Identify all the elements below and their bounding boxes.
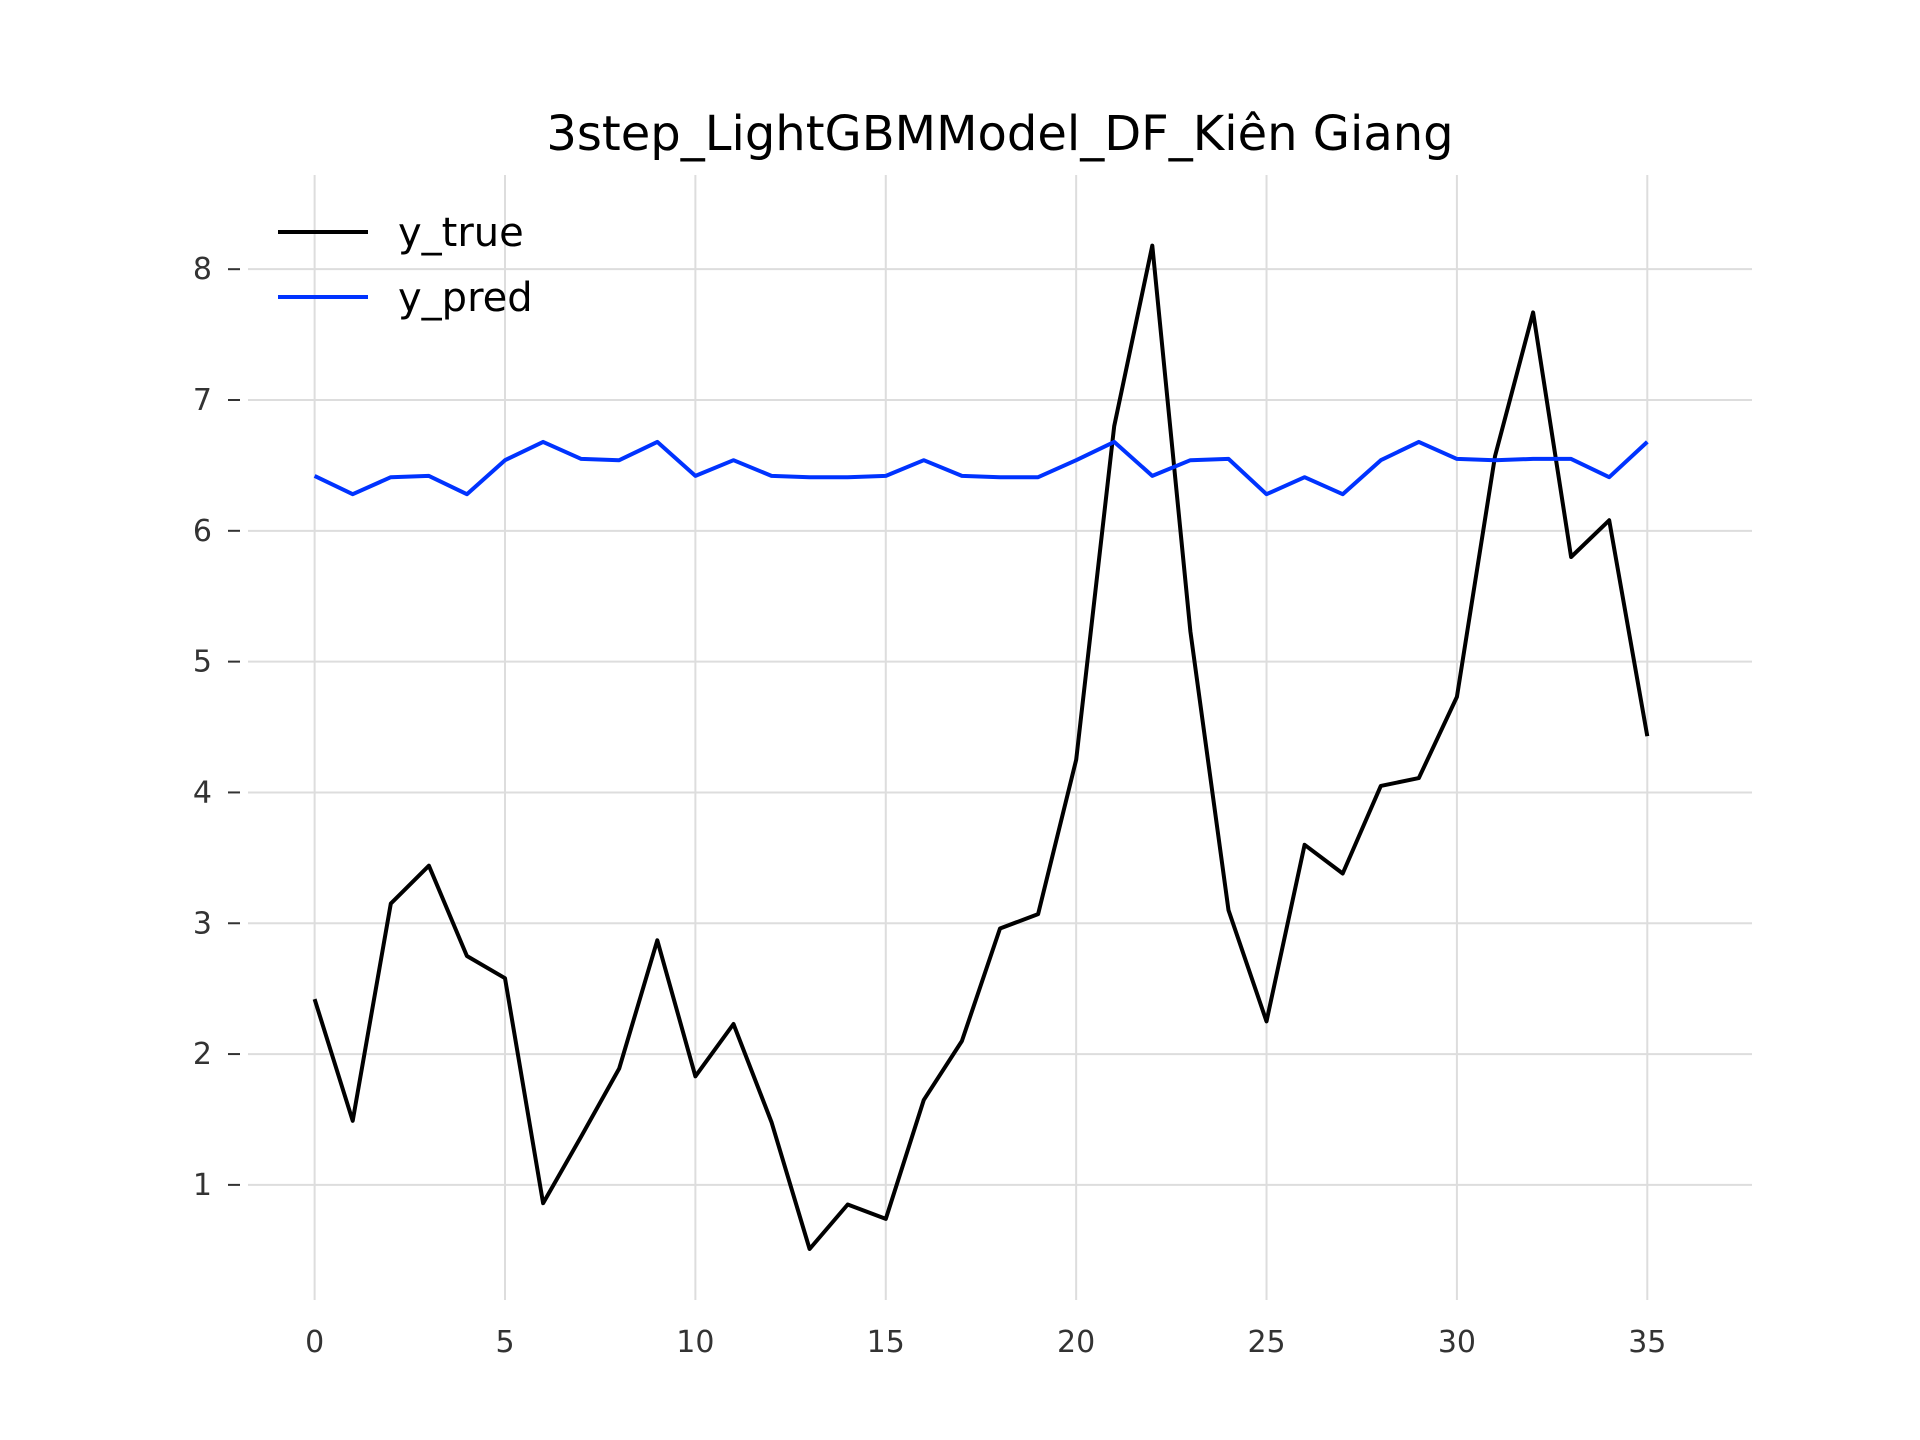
y-tick-label: 2: [193, 1037, 212, 1072]
x-tick-label: 5: [495, 1325, 514, 1360]
x-tick-label: 15: [867, 1325, 905, 1360]
legend: y_true y_pred: [278, 210, 533, 321]
series-line-y-true: [312, 243, 1650, 1251]
y-tick-label: 1: [193, 1168, 212, 1203]
x-tick-label: 10: [676, 1325, 714, 1360]
y-tick-label: 7: [193, 383, 212, 418]
legend-label: y_true: [398, 210, 524, 256]
x-tick-label: 0: [305, 1325, 324, 1360]
y-tick-label: 4: [193, 775, 212, 810]
x-tick-label: 35: [1628, 1325, 1666, 1360]
y-tick-label: 3: [193, 906, 212, 941]
y-tick-label: 6: [193, 514, 212, 549]
x-tick-label: 25: [1247, 1325, 1285, 1360]
chart-title: 3step_LightGBMModel_DF_Kiên Giang: [546, 106, 1453, 162]
series-line-y-pred: [313, 439, 1649, 497]
y-tick-label: 8: [193, 252, 212, 287]
y-tick-label: 5: [193, 645, 212, 680]
grid: [248, 175, 1752, 1300]
legend-label: y_pred: [398, 275, 533, 321]
plot-area: [312, 243, 1650, 1251]
x-tick-label: 30: [1438, 1325, 1476, 1360]
axes: 0 5 10 15 20 25 30 35 1 2 3 4 5 6 7 8: [193, 252, 1666, 1360]
x-tick-label: 20: [1057, 1325, 1095, 1360]
